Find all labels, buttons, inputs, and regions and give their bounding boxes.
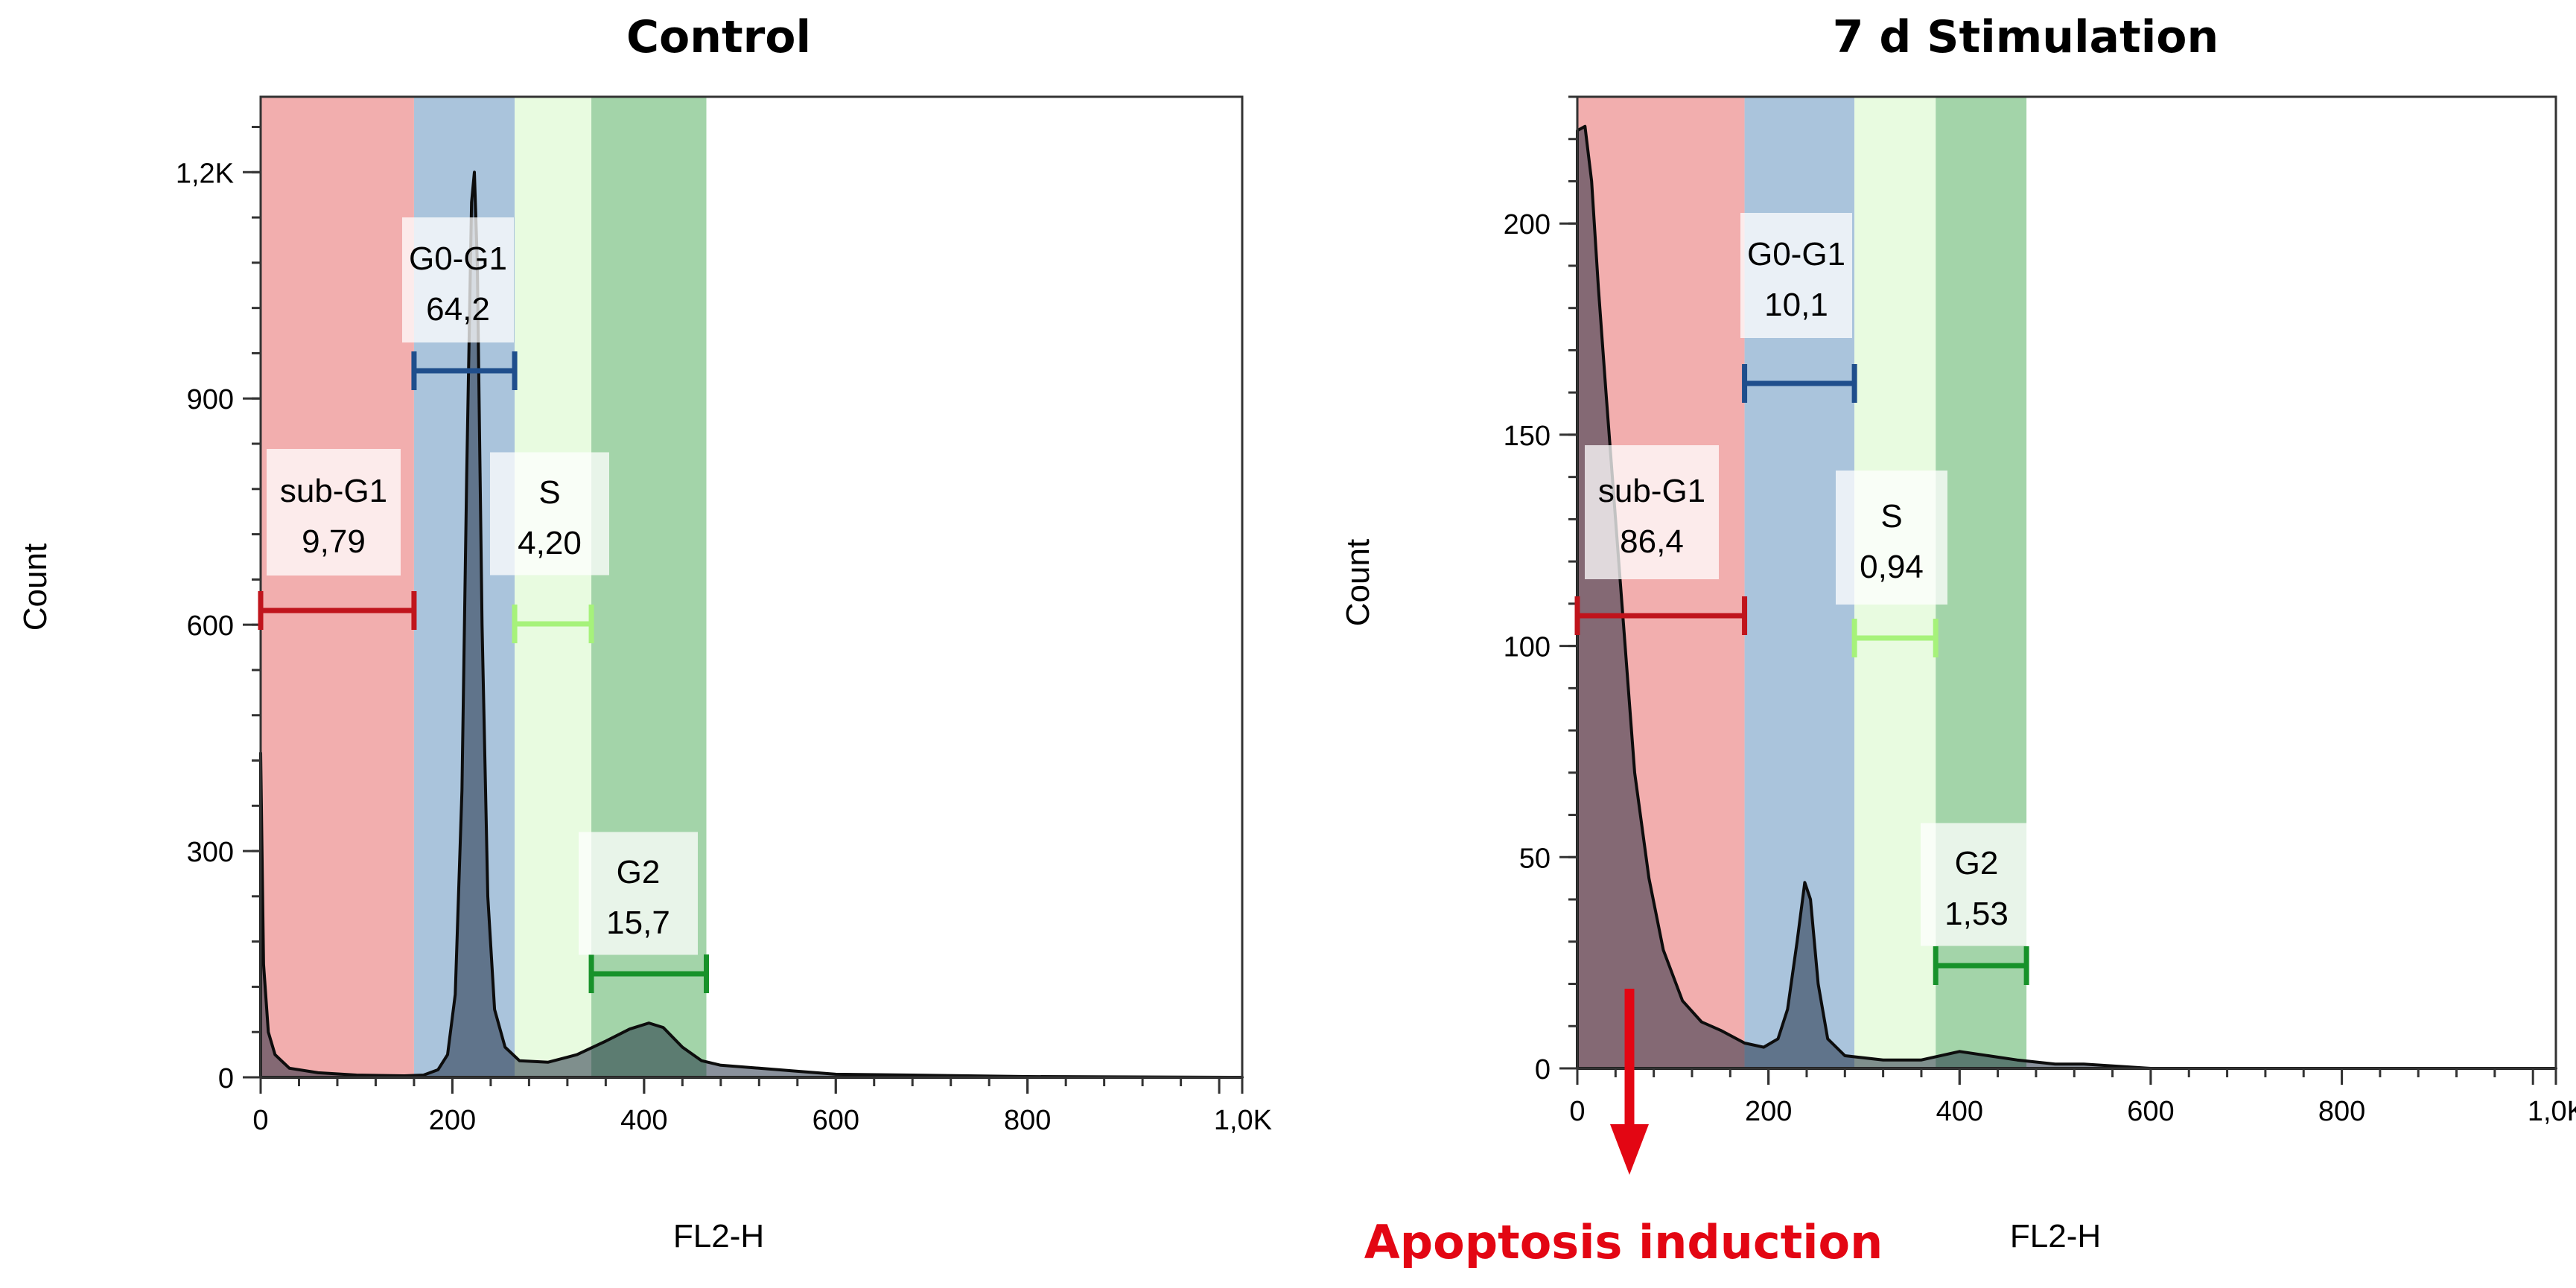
gate-label-box xyxy=(490,452,609,576)
gate-value-label: 0,94 xyxy=(1860,549,1924,585)
gate-name-label: sub-G1 xyxy=(1598,473,1705,509)
x-tick-label: 400 xyxy=(620,1105,667,1136)
gate-name-label: G2 xyxy=(1955,845,1999,881)
chart-title: Control xyxy=(626,11,811,63)
gate-label-box xyxy=(1836,471,1947,605)
x-axis-label: FL2-H xyxy=(2010,1218,2101,1254)
gate-name-label: S xyxy=(538,474,560,511)
gate-band-sub-g1 xyxy=(261,97,414,1077)
y-axis-label: Count xyxy=(17,543,54,631)
gate-value-label: 4,20 xyxy=(518,525,582,561)
gate-value-label: 9,79 xyxy=(302,523,366,560)
gate-name-label: G2 xyxy=(617,854,661,890)
gate-label-box xyxy=(1740,213,1852,338)
gate-name-label: S xyxy=(1880,498,1902,535)
x-tick-label: 600 xyxy=(812,1105,859,1136)
x-tick-label: 0 xyxy=(252,1105,268,1136)
gate-label-box xyxy=(1585,445,1719,579)
gate-name-label: G0-G1 xyxy=(409,240,507,277)
y-tick-label: 100 xyxy=(1504,632,1551,663)
apoptosis-arrow-head xyxy=(1610,1124,1649,1175)
y-tick-label: 900 xyxy=(187,384,234,415)
y-tick-label: 300 xyxy=(187,837,234,868)
x-tick-label: 200 xyxy=(1745,1096,1792,1127)
gate-label-box xyxy=(267,449,401,576)
x-tick-label: 0 xyxy=(1569,1096,1585,1127)
x-tick-label: 1,0K xyxy=(1214,1105,1272,1136)
gate-label-box xyxy=(402,217,514,342)
gate-label-box xyxy=(579,832,698,955)
y-tick-label: 150 xyxy=(1504,421,1551,452)
gate-value-label: 15,7 xyxy=(606,905,670,941)
x-tick-label: 200 xyxy=(429,1105,476,1136)
plot-frame xyxy=(259,95,1244,1079)
apoptosis-annotation: Apoptosis induction xyxy=(1364,1215,1883,1269)
gate-band-s xyxy=(515,97,592,1077)
x-tick-label: 1,0K xyxy=(2528,1096,2576,1127)
gate-value-label: 64,2 xyxy=(426,291,490,328)
gate-value-label: 86,4 xyxy=(1620,523,1684,560)
gate-value-label: 10,1 xyxy=(1764,287,1828,323)
y-tick-label: 0 xyxy=(1535,1054,1551,1085)
y-tick-label: 0 xyxy=(218,1063,234,1094)
x-tick-label: 800 xyxy=(1004,1105,1051,1136)
x-axis-label: FL2-H xyxy=(673,1218,764,1254)
y-tick-label: 1,2K xyxy=(176,158,234,189)
histogram-area xyxy=(259,170,1244,1079)
gate-value-label: 1,53 xyxy=(1944,896,2009,932)
y-tick-label: 200 xyxy=(1504,209,1551,240)
y-axis-label: Count xyxy=(1340,539,1376,626)
x-tick-label: 400 xyxy=(1936,1096,1983,1127)
gate-name-label: sub-G1 xyxy=(280,473,387,509)
gate-name-label: G0-G1 xyxy=(1747,236,1845,272)
y-tick-label: 50 xyxy=(1519,843,1551,874)
chart-title: 7 d Stimulation xyxy=(1833,11,2219,63)
plot-frame xyxy=(1576,95,2557,1070)
x-tick-label: 600 xyxy=(2127,1096,2174,1127)
x-tick-label: 800 xyxy=(2318,1096,2365,1127)
y-tick-label: 600 xyxy=(187,610,234,642)
gate-label-box xyxy=(1921,823,2032,946)
